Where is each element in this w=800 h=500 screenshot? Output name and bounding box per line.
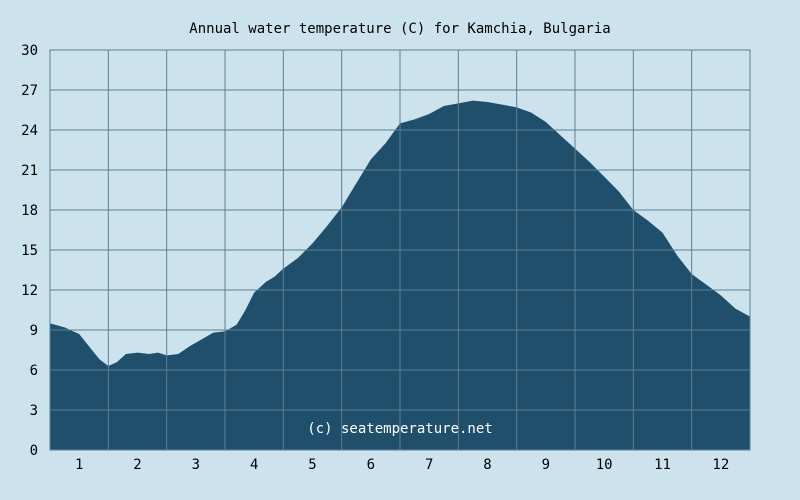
x-tick-label: 2 [133, 457, 141, 473]
x-tick-label: 5 [308, 457, 316, 473]
y-tick-label: 9 [30, 323, 38, 339]
x-tick-label: 9 [542, 457, 550, 473]
y-axis-ticks: 0 3 6 9 12 15 18 21 24 27 30 [21, 43, 38, 459]
y-tick-label: 12 [21, 283, 38, 299]
y-tick-label: 30 [21, 43, 38, 59]
y-tick-label: 0 [30, 443, 38, 459]
x-tick-label: 4 [250, 457, 258, 473]
grid-layer [49, 49, 751, 451]
x-tick-label: 3 [192, 457, 200, 473]
y-tick-label: 18 [21, 203, 38, 219]
credit-annotation: (c) seatemperature.net [307, 421, 492, 437]
x-tick-label: 11 [654, 457, 671, 473]
x-tick-label: 12 [712, 457, 729, 473]
x-tick-label: 8 [483, 457, 491, 473]
y-tick-label: 24 [21, 123, 38, 139]
y-tick-label: 27 [21, 83, 38, 99]
y-tick-label: 15 [21, 243, 38, 259]
y-tick-label: 21 [21, 163, 38, 179]
x-tick-label: 10 [596, 457, 613, 473]
x-tick-label: 7 [425, 457, 433, 473]
x-tick-label: 1 [75, 457, 83, 473]
y-tick-label: 6 [30, 363, 38, 379]
x-tick-label: 6 [367, 457, 375, 473]
chart-title: Annual water temperature (C) for Kamchia… [189, 21, 610, 37]
x-axis-ticks: 1 2 3 4 5 6 7 8 9 10 11 12 [75, 457, 729, 473]
y-tick-label: 3 [30, 403, 38, 419]
